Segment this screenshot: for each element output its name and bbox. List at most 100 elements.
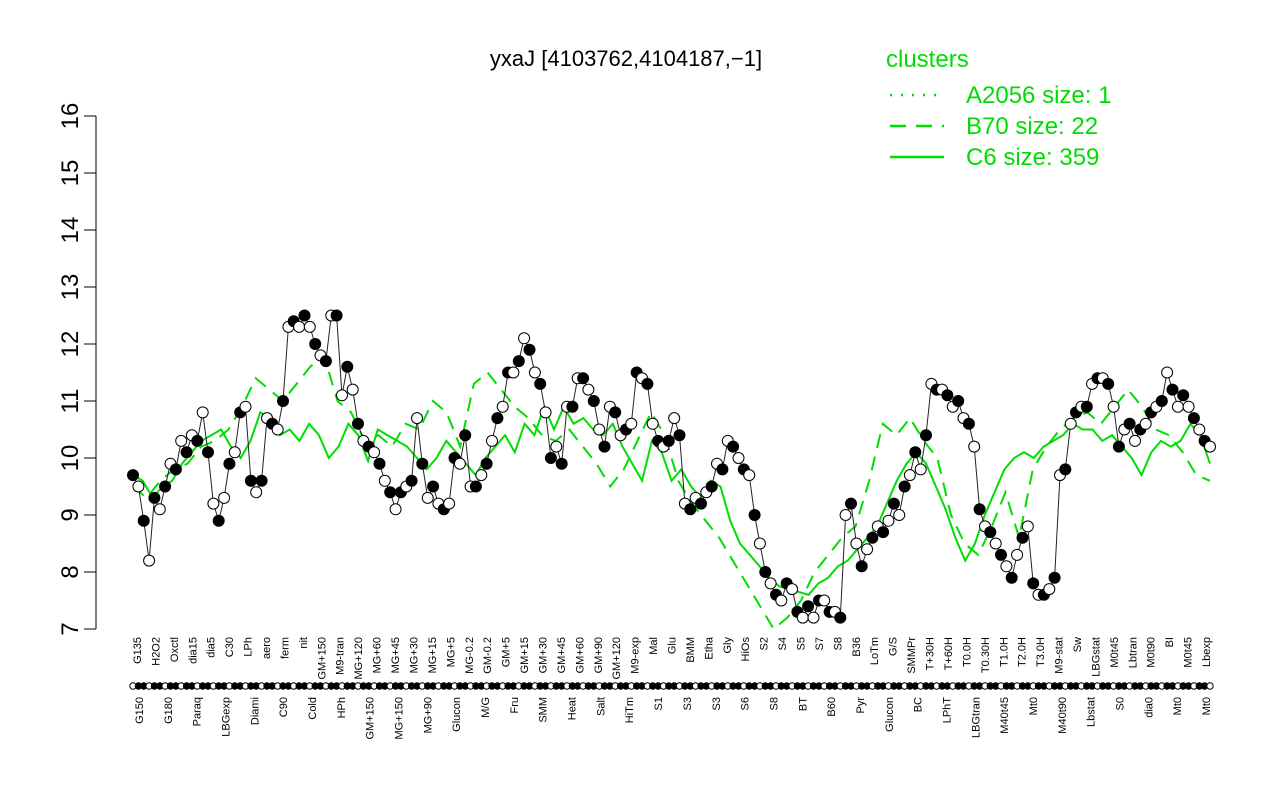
data-point bbox=[989, 537, 1002, 550]
data-point bbox=[887, 497, 900, 510]
x-label: Glu bbox=[667, 637, 679, 654]
data-point bbox=[175, 434, 188, 447]
data-point bbox=[1080, 400, 1093, 413]
x-label: LBGexp bbox=[221, 697, 233, 737]
data-path bbox=[132, 314, 1211, 619]
data-point bbox=[228, 446, 241, 459]
x-label: LBGstat bbox=[1090, 637, 1102, 677]
data-point bbox=[984, 526, 997, 539]
rug-mark bbox=[1206, 682, 1214, 690]
x-label: G135 bbox=[132, 637, 144, 664]
data-point bbox=[1123, 417, 1136, 430]
data-point bbox=[845, 497, 857, 510]
x-label: LPh bbox=[243, 637, 255, 657]
data-point bbox=[132, 480, 145, 493]
data-point bbox=[421, 491, 434, 504]
data-point bbox=[716, 463, 729, 476]
x-label: Heat bbox=[567, 697, 579, 720]
data-point bbox=[968, 440, 981, 453]
data-point bbox=[196, 406, 209, 419]
data-point bbox=[995, 548, 1007, 561]
x-label: dia5 bbox=[206, 637, 218, 658]
data-point bbox=[212, 514, 225, 527]
x-label: GM-0.2 bbox=[482, 637, 494, 674]
cluster-lines bbox=[132, 353, 1211, 631]
y-tick-label: 11 bbox=[57, 389, 84, 414]
data-point bbox=[389, 503, 402, 516]
data-point bbox=[1177, 389, 1190, 402]
data-point bbox=[668, 412, 681, 425]
x-label: MG+15 bbox=[427, 637, 439, 673]
data-point bbox=[796, 611, 809, 624]
data-point bbox=[244, 474, 257, 487]
x-label: dia0 bbox=[1143, 697, 1155, 718]
data-point bbox=[1000, 560, 1013, 573]
data-point bbox=[962, 417, 975, 430]
data-point bbox=[480, 457, 493, 470]
x-label: M/G bbox=[480, 697, 492, 718]
data-point bbox=[202, 446, 214, 459]
data-point bbox=[153, 503, 166, 516]
data-point bbox=[903, 469, 916, 482]
y-tick-label: 9 bbox=[57, 508, 84, 521]
data-point bbox=[1102, 377, 1115, 390]
data-point bbox=[352, 417, 364, 430]
x-label: Etha bbox=[703, 636, 715, 660]
x-label: M40t45 bbox=[999, 697, 1011, 734]
data-point bbox=[539, 406, 552, 419]
data-point bbox=[1171, 400, 1184, 413]
x-label: Oxctl bbox=[169, 637, 181, 662]
data-point bbox=[775, 594, 788, 607]
data-point bbox=[518, 332, 531, 345]
legend: clusters A2056 size: 1 B70 size: 22 C6 size… bbox=[886, 46, 1111, 171]
data-point bbox=[309, 338, 322, 350]
legend-label: A2056 size: 1 bbox=[966, 82, 1111, 109]
data-point bbox=[411, 412, 423, 425]
data-point bbox=[1107, 400, 1120, 413]
x-label: Mt0 bbox=[1028, 697, 1040, 715]
legend-label: B70 size: 22 bbox=[966, 113, 1098, 140]
data-point bbox=[609, 406, 622, 419]
x-label: M0t45 bbox=[1183, 637, 1195, 668]
series-line bbox=[132, 353, 1211, 631]
data-point bbox=[1182, 400, 1195, 413]
data-point bbox=[705, 480, 718, 493]
x-label: B60 bbox=[826, 697, 838, 717]
data-point bbox=[1187, 412, 1200, 425]
x-label: Paraq bbox=[192, 697, 204, 726]
data-point bbox=[646, 417, 659, 430]
data-point bbox=[1166, 383, 1179, 396]
data-point bbox=[293, 320, 306, 333]
data-point bbox=[839, 509, 852, 521]
x-label: LoTm bbox=[869, 637, 881, 665]
data-point bbox=[748, 509, 761, 521]
data-point bbox=[512, 355, 525, 368]
x-label: BC bbox=[913, 697, 925, 712]
x-label: BT bbox=[797, 697, 809, 711]
data-point bbox=[148, 491, 161, 504]
data-point bbox=[544, 452, 557, 464]
x-label: S3 bbox=[711, 697, 723, 710]
data-point bbox=[662, 434, 675, 447]
data-point bbox=[952, 395, 965, 407]
data-point bbox=[577, 372, 590, 385]
data-point bbox=[555, 457, 568, 470]
x-label: GM+120 bbox=[611, 637, 623, 680]
y-tick-label: 7 bbox=[57, 622, 84, 635]
x-label: Lbstat bbox=[1086, 697, 1098, 727]
data-point bbox=[1139, 417, 1152, 430]
x-label: S5 bbox=[796, 637, 808, 650]
data-point bbox=[169, 463, 182, 476]
data-point bbox=[850, 537, 863, 550]
data-point bbox=[1011, 548, 1024, 561]
data-point bbox=[143, 554, 156, 567]
x-label: MG+150 bbox=[394, 697, 406, 740]
data-point bbox=[491, 412, 504, 425]
x-label: M9-tran bbox=[335, 637, 347, 675]
x-label: MG+90 bbox=[422, 697, 434, 733]
x-label: Mal bbox=[648, 637, 660, 655]
x-label: GM+5 bbox=[501, 637, 513, 667]
x-label: T2.0H bbox=[1017, 637, 1029, 667]
x-label: Salt bbox=[595, 697, 607, 716]
